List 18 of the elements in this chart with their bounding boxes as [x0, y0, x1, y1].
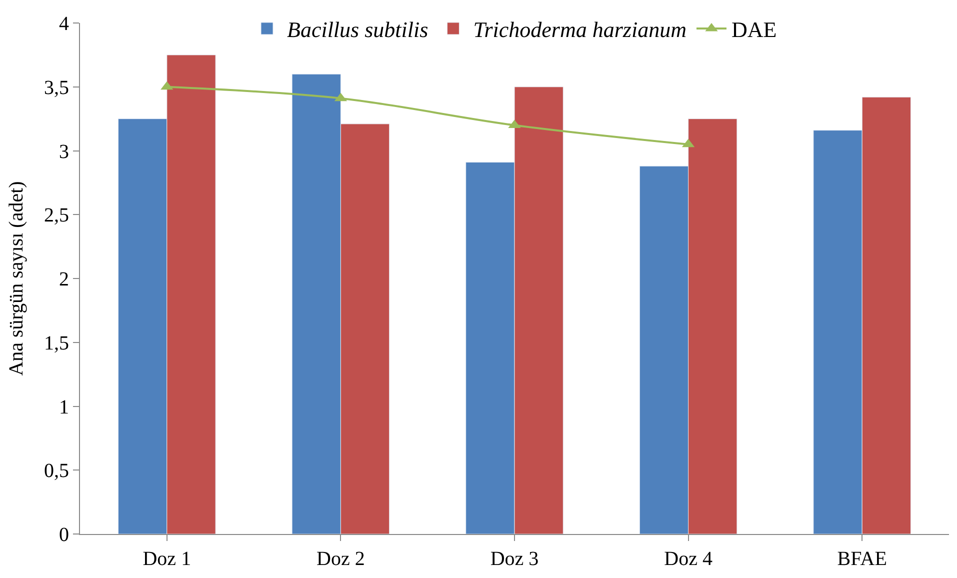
y-tick-label: 0 [59, 524, 69, 546]
y-tick-label: 3,5 [44, 76, 69, 99]
y-tick-label: 2 [59, 268, 69, 290]
legend-label: Trichoderma harzianum [473, 17, 686, 42]
x-tick-label: BFAE [837, 548, 887, 570]
x-tick-label: Doz 4 [664, 548, 712, 570]
legend-label: Bacillus subtilis [287, 17, 428, 42]
y-tick-label: 0,5 [44, 460, 69, 482]
y-axis-title: Ana sürgün sayısı (adet) [6, 181, 28, 376]
x-tick-label: Doz 2 [316, 548, 365, 570]
y-tick-label: 2,5 [44, 204, 69, 227]
y-tick-label: 3 [59, 140, 69, 163]
y-tick-label: 4 [59, 13, 69, 35]
legend-label: DAE [731, 17, 777, 42]
y-tick-label: 1,5 [44, 332, 69, 354]
y-tick-label: 1 [59, 396, 69, 418]
x-tick-label: Doz 3 [490, 548, 539, 570]
x-tick-label: Doz 1 [142, 548, 192, 570]
